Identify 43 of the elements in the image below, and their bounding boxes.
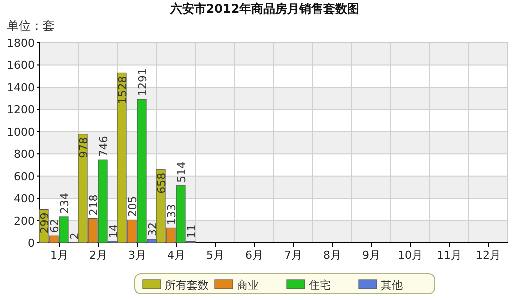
data-label: 205 [126,196,140,218]
x-tick-label: 3月 [128,249,146,262]
y-tick-label: 1400 [7,81,35,94]
x-tick-label: 7月 [284,249,302,262]
y-axis-title: 单位：套 [7,19,55,33]
data-label: 2 [68,232,82,240]
y-tick-label: 200 [14,214,35,228]
y-tick-label: 1600 [7,59,35,72]
y-tick-label: 1000 [7,126,35,139]
x-tick-label: 12月 [476,249,501,262]
x-tick-label: 9月 [362,249,380,262]
x-tick-label: 8月 [324,249,342,262]
x-tick-label: 6月 [246,249,264,262]
x-tick-label: 2月 [90,249,108,262]
data-label: 62 [48,219,62,234]
data-label: 14 [108,224,120,238]
data-label: 32 [146,222,160,236]
y-tick-label: 1800 [7,37,35,50]
data-label: 299 [38,212,52,234]
data-label: 746 [98,136,110,158]
legend-label: 其他 [381,279,403,292]
y-tick-label: 400 [14,192,35,206]
data-label: 1291 [136,68,150,97]
legend-label: 所有套数 [165,279,209,292]
data-label: 234 [58,193,72,214]
x-tick-label: 11月 [437,249,462,262]
y-tick-label: 600 [14,170,35,184]
y-tick-label: 800 [14,148,35,162]
x-tick-label: 1月 [50,249,68,262]
x-tick-label: 5月 [206,249,224,262]
y-tick-label: 1200 [7,104,35,117]
data-label: 11 [186,224,198,239]
data-label: 1528 [116,76,130,104]
legend-label: 住宅 [309,279,331,292]
legend-label: 商业 [237,279,259,292]
y-tick-label: 0 [28,237,35,250]
x-tick-label: 10月 [398,249,423,262]
data-label: 514 [176,162,188,183]
data-label: 218 [88,194,100,216]
data-label: 658 [156,172,168,194]
chart-title: 六安市2012年商品房月销售套数图 [169,2,360,16]
x-tick-label: 4月 [168,249,186,262]
data-label: 978 [78,137,90,158]
